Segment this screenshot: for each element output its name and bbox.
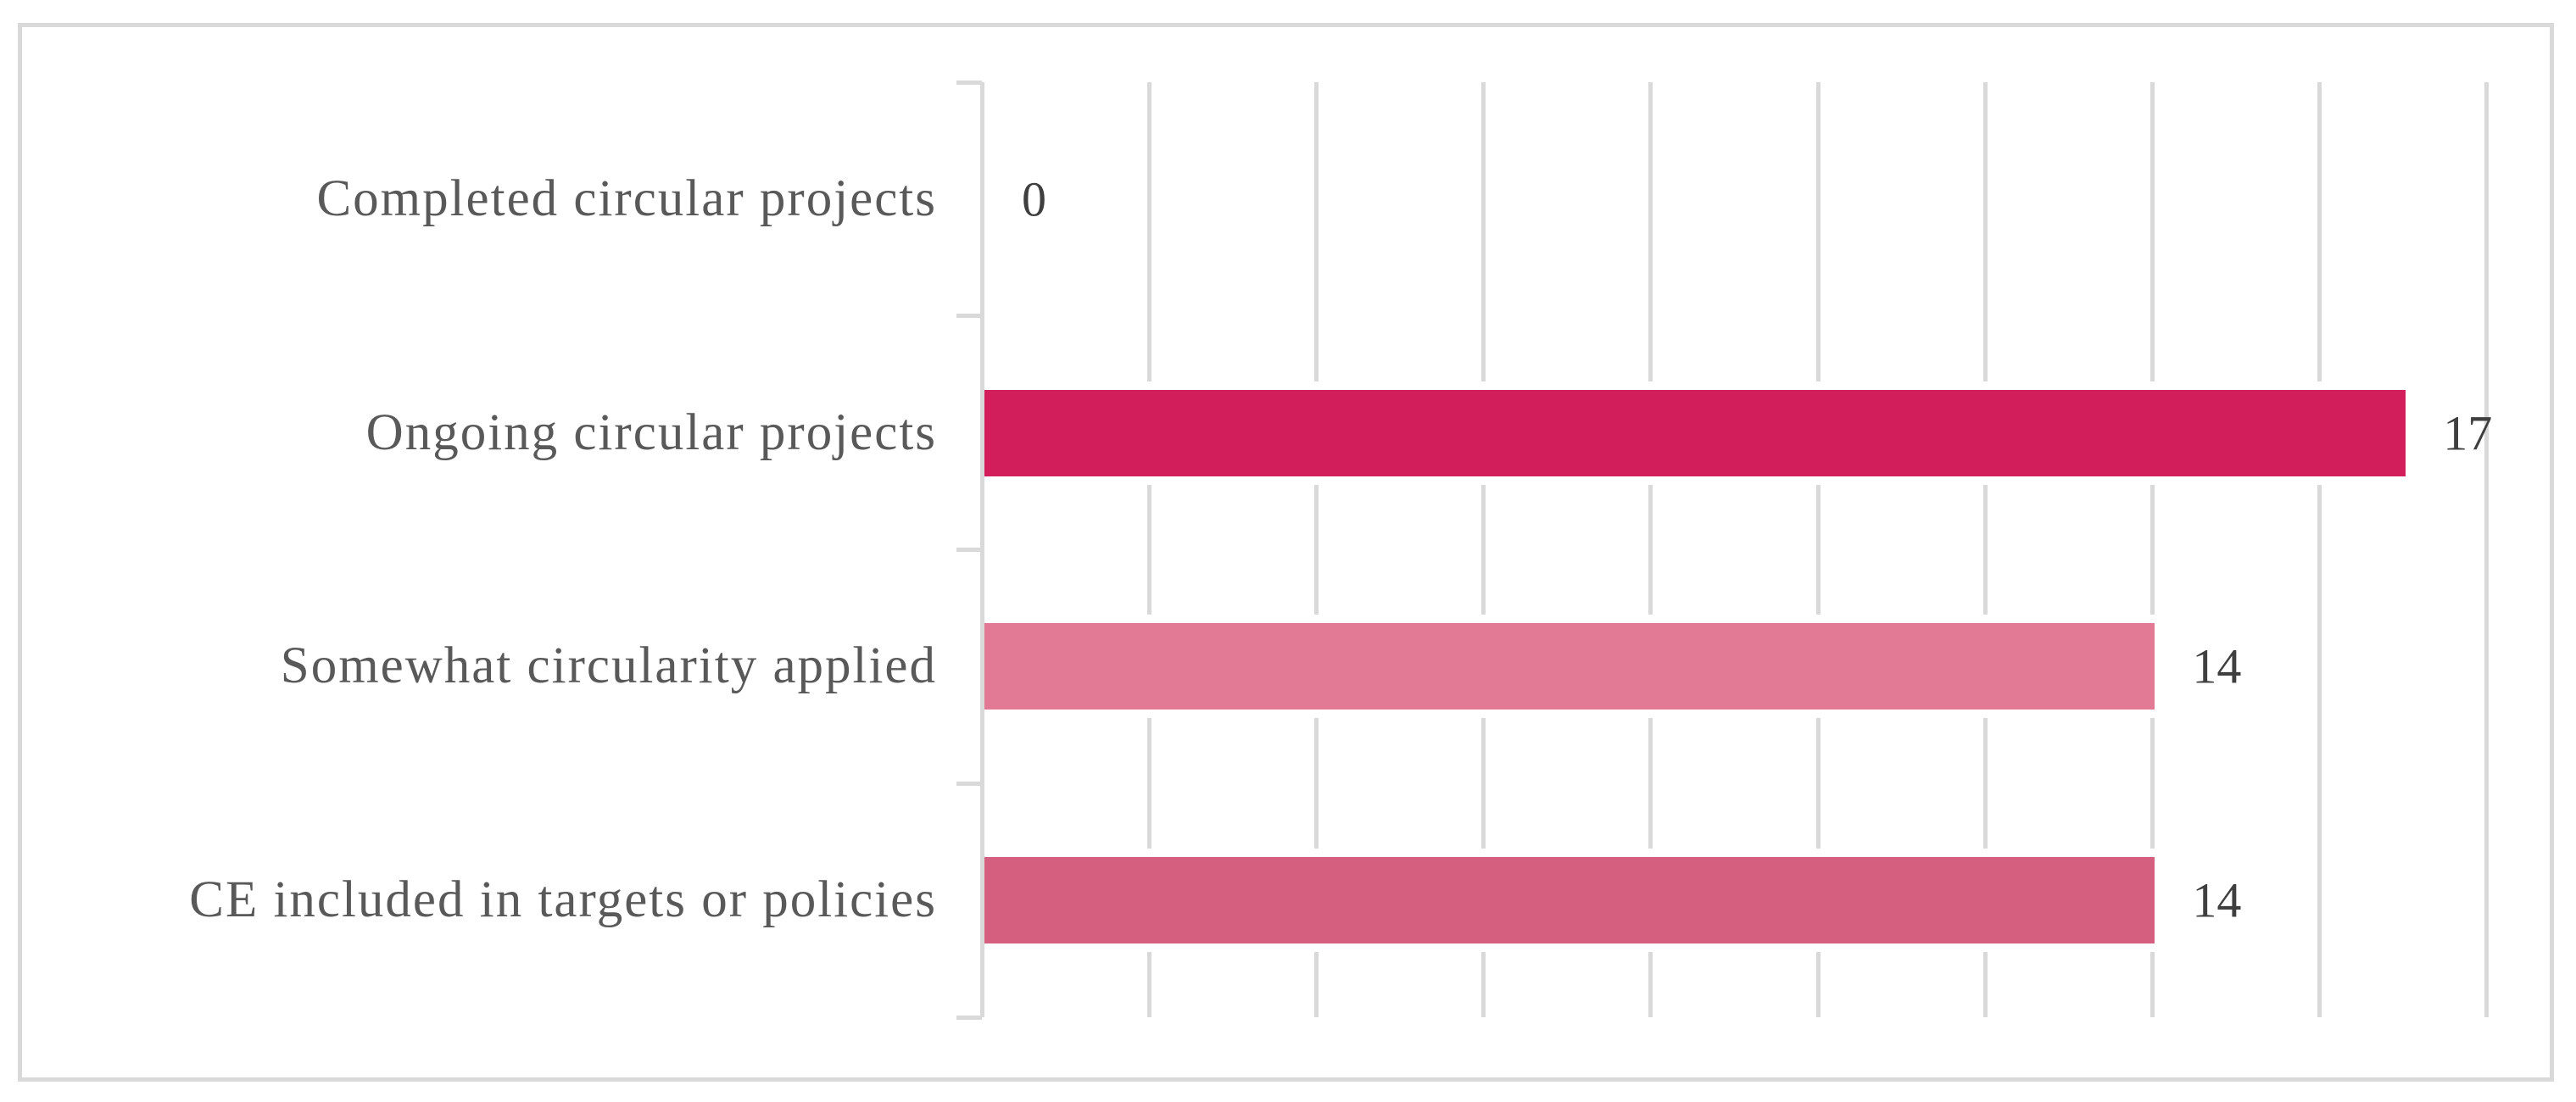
bar-value-label: 14 xyxy=(2192,872,2242,928)
gridline xyxy=(1146,82,1151,1017)
bar-value-label: 0 xyxy=(1022,171,1046,227)
bar-value-label: 17 xyxy=(2443,405,2493,461)
gridline xyxy=(2484,82,2490,1017)
bar xyxy=(984,389,2406,476)
bar-value-label: 14 xyxy=(2192,638,2242,694)
gridline xyxy=(2317,82,2322,1017)
gridline xyxy=(1982,82,1988,1017)
category-label: Completed circular projects xyxy=(316,170,937,227)
bar xyxy=(984,623,2155,710)
chart-border xyxy=(18,23,2554,1082)
category-label: Ongoing circular projects xyxy=(365,404,937,461)
axis-tick xyxy=(956,80,982,85)
gridline xyxy=(1313,82,1319,1017)
gridline xyxy=(1481,82,1486,1017)
axis-tick xyxy=(956,548,982,552)
gridline xyxy=(2149,82,2155,1017)
category-label: Somewhat circularity applied xyxy=(280,637,937,695)
axis-tick xyxy=(956,314,982,319)
gridline xyxy=(1648,82,1653,1017)
axis-tick xyxy=(956,781,982,786)
bar xyxy=(984,857,2155,944)
gridline xyxy=(1815,82,1820,1017)
category-axis-line xyxy=(979,82,984,1017)
axis-tick xyxy=(956,1015,982,1020)
category-label: CE included in targets or policies xyxy=(189,871,937,929)
